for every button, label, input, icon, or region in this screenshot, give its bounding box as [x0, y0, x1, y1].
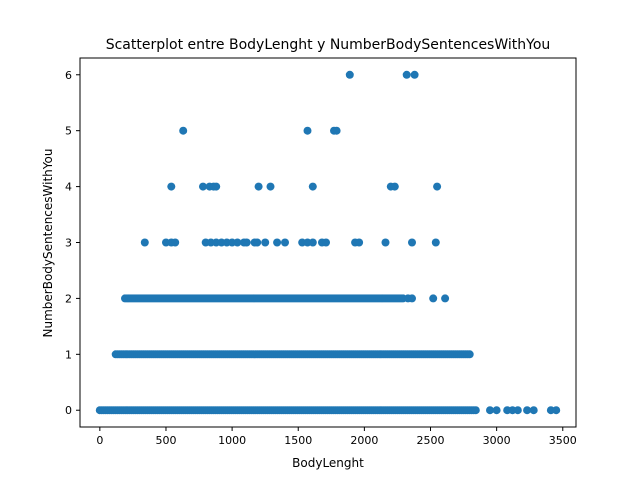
y-tick-label: 5	[65, 125, 72, 138]
point-band-y1	[111, 350, 474, 359]
y-tick-label: 2	[65, 292, 72, 305]
data-point	[171, 238, 180, 247]
x-axis: 0 500 1000 1500 2000 2500 3000 3500	[96, 427, 577, 447]
data-point	[431, 238, 440, 247]
point-band-y0	[95, 406, 480, 415]
point-band-y2	[121, 294, 407, 303]
y-axis-label: NumberBodySentencesWithYou	[41, 149, 55, 338]
y-tick-label: 0	[65, 404, 72, 417]
data-point	[355, 238, 364, 247]
data-point	[322, 238, 330, 247]
data-point	[261, 238, 270, 247]
data-point	[242, 238, 251, 247]
x-axis-label: BodyLenght	[292, 456, 364, 470]
data-point	[486, 406, 494, 415]
data-point	[281, 238, 289, 247]
data-point	[429, 294, 438, 303]
data-point	[303, 126, 312, 135]
data-point	[529, 406, 538, 415]
data-point	[179, 126, 188, 135]
data-point	[552, 406, 561, 415]
y-tick-label: 3	[65, 237, 72, 250]
data-point	[402, 70, 411, 79]
data-point	[199, 182, 207, 191]
data-point	[308, 182, 317, 191]
x-tick-label: 1500	[284, 434, 312, 447]
chart-title: Scatterplot entre BodyLenght y NumberBod…	[106, 37, 551, 53]
data-point	[465, 350, 474, 359]
y-axis: 0 1 2 3 4 5 6	[65, 69, 80, 417]
data-point	[140, 238, 149, 247]
data-point	[523, 406, 532, 415]
data-point	[390, 182, 399, 191]
data-point	[233, 238, 242, 247]
y-tick-label: 4	[65, 181, 72, 194]
data-point	[471, 406, 480, 415]
x-tick-label: 2000	[350, 434, 378, 447]
x-tick-label: 3500	[549, 434, 577, 447]
data-point	[408, 238, 416, 247]
data-point	[433, 182, 442, 191]
x-tick-label: 3000	[483, 434, 511, 447]
data-point	[254, 182, 263, 191]
data-point	[266, 182, 275, 191]
data-point	[513, 406, 522, 415]
x-tick-label: 2500	[417, 434, 445, 447]
y-tick-label: 1	[65, 348, 72, 361]
data-point	[308, 238, 317, 247]
data-point	[253, 238, 262, 247]
data-point	[273, 238, 282, 247]
x-tick-label: 500	[155, 434, 176, 447]
y-tick-label: 6	[65, 69, 72, 82]
data-point	[441, 294, 450, 303]
points-layer	[95, 70, 561, 415]
data-point	[345, 70, 354, 79]
data-point	[381, 238, 390, 247]
x-tick-label: 0	[96, 434, 103, 447]
x-tick-label: 1000	[218, 434, 246, 447]
data-point	[408, 294, 416, 303]
data-point	[492, 406, 501, 415]
data-point	[332, 126, 341, 135]
data-point	[167, 182, 176, 191]
data-point	[212, 182, 221, 191]
data-point	[410, 70, 419, 79]
